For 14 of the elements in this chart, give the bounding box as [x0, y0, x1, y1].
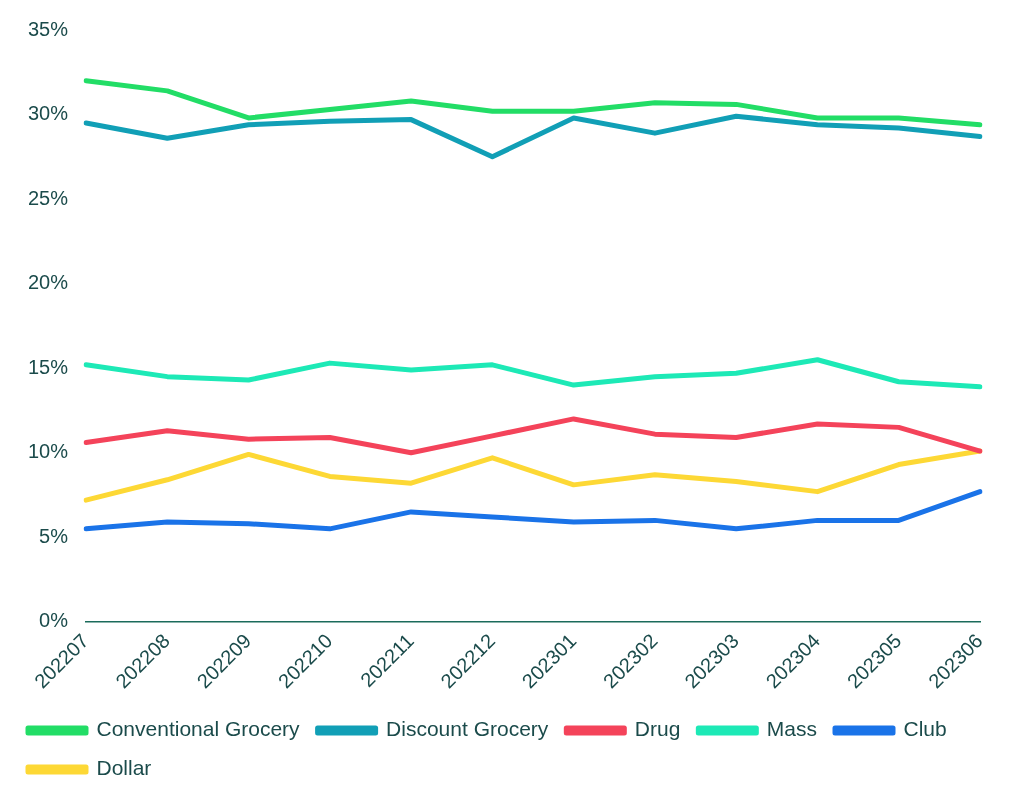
y-tick-label: 30% [28, 102, 69, 125]
legend-label: Mass [766, 717, 818, 741]
y-tick-label: 25% [28, 186, 69, 209]
y-tick-label: 10% [28, 440, 69, 463]
legend-label: Club [903, 717, 947, 741]
legend-label: Conventional Grocery [96, 717, 301, 741]
y-tick-label: 15% [28, 355, 69, 378]
y-tick-label: 20% [28, 271, 69, 294]
legend-label: Drug [634, 717, 681, 741]
legend-label: Discount Grocery [386, 717, 549, 741]
y-tick-label: 0% [39, 609, 69, 632]
y-tick-label: 5% [39, 524, 69, 547]
legend-label: Dollar [96, 756, 152, 780]
y-tick-label: 35% [28, 17, 69, 40]
